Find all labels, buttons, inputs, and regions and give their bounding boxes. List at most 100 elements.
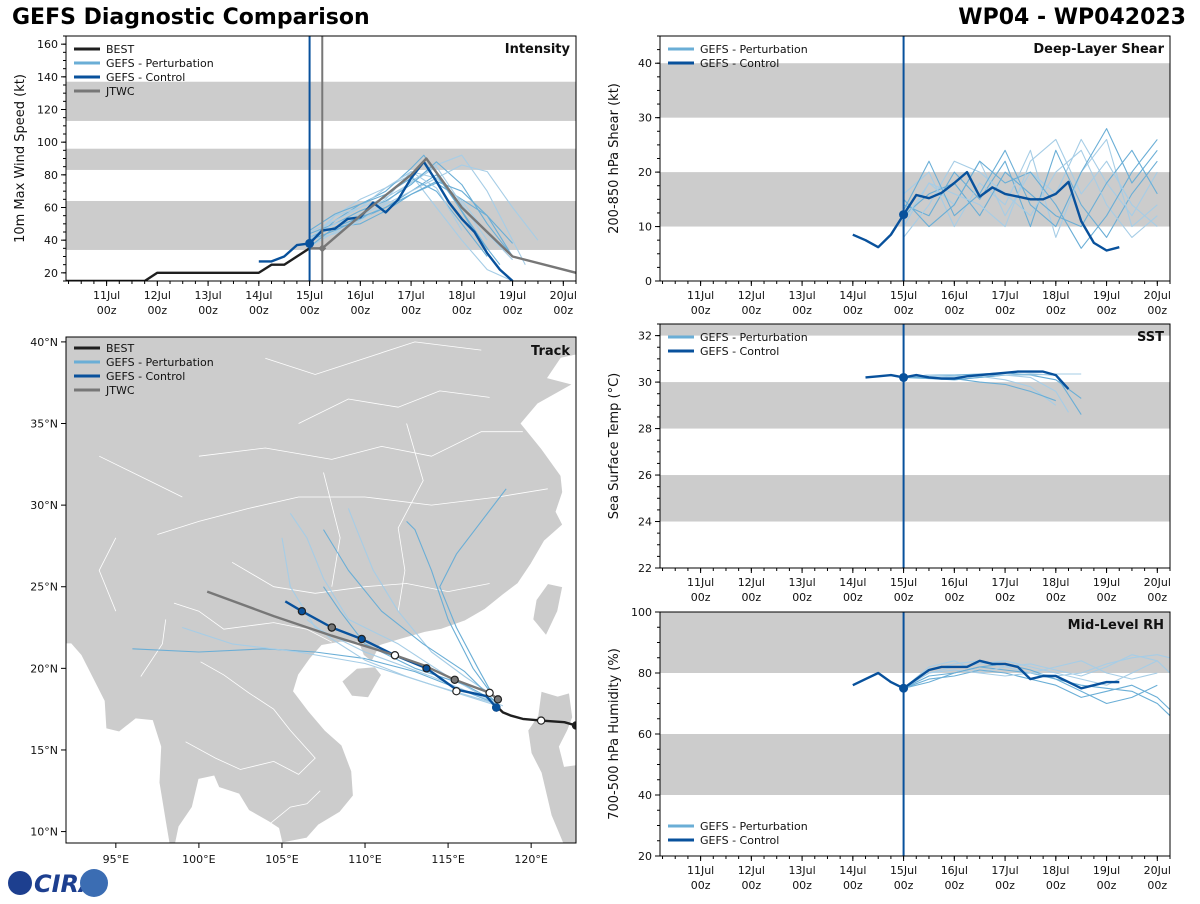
intensity-series-group (66, 154, 576, 281)
track-marker-gefs-control (452, 687, 461, 696)
x-tick-label-day: 20Jul (1144, 289, 1171, 302)
x-tick-label-day: 18Jul (1042, 289, 1069, 302)
x-tick-label: 115°E (431, 853, 464, 866)
x-tick-label-day: 15Jul (890, 576, 917, 589)
shear-series-group (852, 128, 1158, 252)
series-gefs-perturbation (903, 149, 1158, 238)
x-tick-label-day: 16Jul (941, 576, 968, 589)
series-gefs-perturbation (903, 654, 1158, 689)
y-tick-label: 25°N (30, 581, 58, 594)
y-tick-label: 120 (37, 104, 58, 117)
x-tick-label-hour: 00z (995, 591, 1015, 604)
x-tick-label-day: 16Jul (347, 289, 374, 302)
y-tick-label: 22 (638, 562, 652, 575)
track-marker-jtwc (327, 623, 336, 632)
series-gefs-perturbation (309, 180, 514, 257)
intensity-band (66, 81, 576, 121)
sst-band (660, 382, 1170, 429)
x-tick-label-day: 11Jul (687, 576, 714, 589)
x-tick-label-hour: 00z (792, 304, 812, 317)
x-tick-label-hour: 00z (944, 304, 964, 317)
x-tick-label-hour: 00z (792, 879, 812, 892)
series-gefs-perturbation (903, 139, 1158, 249)
y-tick-label: 26 (638, 469, 652, 482)
series-gefs-perturbation (903, 138, 1158, 238)
land-luzon (527, 690, 576, 843)
x-tick-label-day: 19Jul (499, 289, 526, 302)
x-tick-label-hour: 00z (350, 304, 370, 317)
x-tick-label: 110°E (348, 853, 381, 866)
x-tick-label-hour: 00z (1097, 879, 1117, 892)
x-tick-label: 120°E (514, 853, 547, 866)
x-tick-label-day: 12Jul (144, 289, 171, 302)
x-tick-label-day: 13Jul (788, 864, 815, 877)
intensity-panel: 20 40 60 80 100 120 140 160 11Jul 00z 12Jul 00z 13Ju… (13, 35, 577, 317)
track-best (497, 706, 576, 727)
track-marker-best (536, 716, 546, 725)
series-gefs-perturbation (309, 171, 463, 238)
boundary-line (99, 455, 183, 498)
storm-id: WP04 - WP042023 (958, 5, 1186, 30)
y-tick-label: 20°N (30, 662, 58, 675)
x-tick-label-hour: 00z (741, 304, 761, 317)
x-tick-label-day: 14Jul (839, 864, 866, 877)
x-tick-label-hour: 00z (1147, 304, 1167, 317)
rh-panel: 20 40 60 80 100 11Jul 00z 12Jul 00z 13Jul 00z 14Jul… (607, 606, 1171, 892)
x-tick-label-hour: 00z (843, 304, 863, 317)
x-tick-label-hour: 00z (198, 304, 218, 317)
x-tick-label-day: 14Jul (839, 289, 866, 302)
legend-label-jtwc: JTWC (105, 384, 135, 397)
series-gefs-perturbation (309, 154, 501, 266)
track-marker-jtwc (485, 688, 494, 698)
panel-title: Mid-Level RH (1068, 618, 1164, 633)
legend-label-best: BEST (106, 342, 134, 355)
x-tick-label-day: 14Jul (839, 576, 866, 589)
x-tick-label-day: 16Jul (941, 289, 968, 302)
panel-title: Deep-Layer Shear (1033, 42, 1164, 57)
y-tick-label: 28 (638, 423, 652, 436)
track-marker-best (571, 721, 576, 730)
track-jtwc (206, 590, 499, 701)
x-tick-label-day: 11Jul (93, 289, 120, 302)
x-tick-label-day: 13Jul (788, 576, 815, 589)
panel-title: SST (1137, 330, 1164, 345)
x-tick-label-hour: 00z (995, 304, 1015, 317)
x-tick-label: 100°E (182, 853, 215, 866)
x-tick-label-hour: 00z (894, 879, 914, 892)
x-tick-label-day: 19Jul (1093, 289, 1120, 302)
x-tick-label-day: 12Jul (738, 576, 765, 589)
y-tick-label: 10°N (30, 826, 58, 839)
track-gefs-perturbation (323, 529, 499, 705)
series-gefs-perturbation (903, 669, 1170, 710)
x-tick-label-day: 15Jul (296, 289, 323, 302)
intensity-band (66, 200, 576, 250)
x-tick-label-day: 12Jul (738, 864, 765, 877)
track-gefs-perturbation (323, 586, 499, 704)
cira-logo: CIRA (4, 866, 114, 904)
y-tick-label: 20 (44, 267, 58, 280)
series-gefs-perturbation (309, 166, 488, 244)
y-tick-label: 40 (638, 57, 652, 70)
x-tick-label-hour: 00z (792, 591, 812, 604)
x-tick-label-day: 17Jul (991, 864, 1018, 877)
sst-frame (659, 323, 1171, 569)
y-axis-label: Sea Surface Temp (°C) (607, 373, 622, 520)
x-tick-label-day: 15Jul (890, 864, 917, 877)
x-tick-label-hour: 00z (553, 304, 573, 317)
page-title: GEFS Diagnostic Comparison (12, 5, 370, 30)
x-tick-label-day: 11Jul (687, 864, 714, 877)
x-tick-label-day: 17Jul (991, 289, 1018, 302)
legend-label-gefs-control: GEFS - Control (700, 57, 779, 70)
series-jtwc (309, 157, 576, 274)
legend-label-gefs-perturbation: GEFS - Perturbation (700, 43, 808, 56)
y-axis-label: 10m Max Wind Speed (kt) (13, 74, 28, 243)
init-marker (899, 210, 909, 220)
legend-label-gefs-control: GEFS - Control (106, 71, 185, 84)
x-tick-label-day: 19Jul (1093, 576, 1120, 589)
x-tick-label-day: 11Jul (687, 289, 714, 302)
track-marker-gefs-control (422, 664, 431, 673)
x-tick-label-hour: 00z (995, 879, 1015, 892)
x-tick-label-day: 12Jul (738, 289, 765, 302)
y-tick-label: 60 (44, 202, 58, 215)
